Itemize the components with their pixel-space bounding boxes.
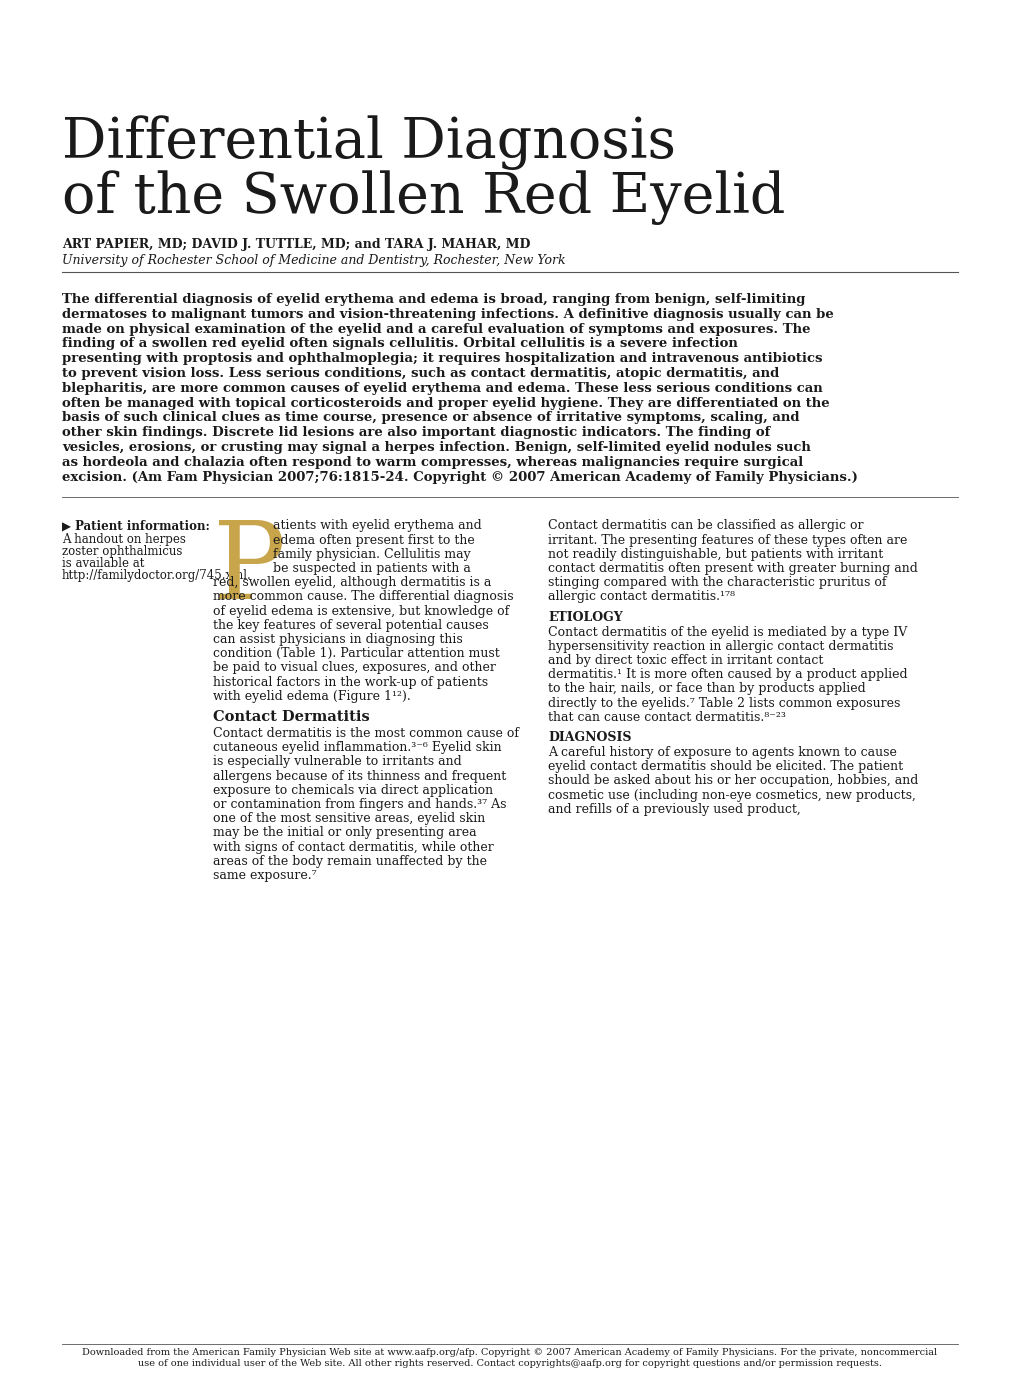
Text: one of the most sensitive areas, eyelid skin: one of the most sensitive areas, eyelid … <box>213 812 485 826</box>
Text: eyelid contact dermatitis should be elicited. The patient: eyelid contact dermatitis should be elic… <box>547 760 902 773</box>
Text: stinging compared with the characteristic pruritus of: stinging compared with the characteristi… <box>547 576 886 590</box>
Text: often be managed with topical corticosteroids and proper eyelid hygiene. They ar: often be managed with topical corticoste… <box>62 396 828 410</box>
Text: to prevent vision loss. Less serious conditions, such as contact dermatitis, ato: to prevent vision loss. Less serious con… <box>62 367 779 380</box>
Text: allergic contact dermatitis.¹⁷⁸: allergic contact dermatitis.¹⁷⁸ <box>547 591 735 603</box>
Text: cutaneous eyelid inflammation.³⁻⁶ Eyelid skin: cutaneous eyelid inflammation.³⁻⁶ Eyelid… <box>213 742 501 754</box>
Text: hypersensitivity reaction in allergic contact dermatitis: hypersensitivity reaction in allergic co… <box>547 639 893 653</box>
Text: of the Swollen Red Eyelid: of the Swollen Red Eyelid <box>62 170 785 225</box>
Text: can assist physicians in diagnosing this: can assist physicians in diagnosing this <box>213 632 463 646</box>
Text: atients with eyelid erythema and: atients with eyelid erythema and <box>273 519 481 533</box>
Text: directly to the eyelids.⁷ Table 2 lists common exposures: directly to the eyelids.⁷ Table 2 lists … <box>547 696 900 710</box>
Text: presenting with proptosis and ophthalmoplegia; it requires hospitalization and i: presenting with proptosis and ophthalmop… <box>62 352 821 365</box>
Text: same exposure.⁷: same exposure.⁷ <box>213 869 316 882</box>
Text: blepharitis, are more common causes of eyelid erythema and edema. These less ser: blepharitis, are more common causes of e… <box>62 381 822 395</box>
Text: excision. (Am Fam Physician 2007;76:1815-24. Copyright © 2007 American Academy o: excision. (Am Fam Physician 2007;76:1815… <box>62 471 857 483</box>
Text: the key features of several potential causes: the key features of several potential ca… <box>213 619 488 631</box>
Text: finding of a swollen red eyelid often signals cellulitis. Orbital cellulitis is : finding of a swollen red eyelid often si… <box>62 337 737 351</box>
Text: ART PAPIER, MD; DAVID J. TUTTLE, MD; and TARA J. MAHAR, MD: ART PAPIER, MD; DAVID J. TUTTLE, MD; and… <box>62 238 530 251</box>
Text: is especially vulnerable to irritants and: is especially vulnerable to irritants an… <box>213 755 462 768</box>
Text: as hordeola and chalazia often respond to warm compresses, whereas malignancies : as hordeola and chalazia often respond t… <box>62 456 803 468</box>
Text: P: P <box>213 516 285 621</box>
Text: with signs of contact dermatitis, while other: with signs of contact dermatitis, while … <box>213 841 493 853</box>
Text: that can cause contact dermatitis.⁸⁻²³: that can cause contact dermatitis.⁸⁻²³ <box>547 711 785 724</box>
Text: DIAGNOSIS: DIAGNOSIS <box>547 731 631 744</box>
Text: Contact dermatitis of the eyelid is mediated by a type IV: Contact dermatitis of the eyelid is medi… <box>547 626 906 638</box>
Text: and refills of a previously used product,: and refills of a previously used product… <box>547 802 800 816</box>
Text: ▶ Patient information:: ▶ Patient information: <box>62 519 210 533</box>
Text: family physician. Cellulitis may: family physician. Cellulitis may <box>273 548 471 561</box>
Text: Differential Diagnosis: Differential Diagnosis <box>62 115 676 170</box>
Text: be suspected in patients with a: be suspected in patients with a <box>273 562 471 574</box>
Text: A careful history of exposure to agents known to cause: A careful history of exposure to agents … <box>547 746 896 760</box>
Text: should be asked about his or her occupation, hobbies, and: should be asked about his or her occupat… <box>547 775 917 787</box>
Text: The differential diagnosis of eyelid erythema and edema is broad, ranging from b: The differential diagnosis of eyelid ery… <box>62 293 805 307</box>
Text: irritant. The presenting features of these types often are: irritant. The presenting features of the… <box>547 533 907 547</box>
Text: Contact Dermatitis: Contact Dermatitis <box>213 710 370 724</box>
Text: condition (Table 1). Particular attention must: condition (Table 1). Particular attentio… <box>213 648 499 660</box>
Text: to the hair, nails, or face than by products applied: to the hair, nails, or face than by prod… <box>547 682 865 696</box>
Text: edema often present first to the: edema often present first to the <box>273 533 474 547</box>
Text: other skin findings. Discrete lid lesions are also important diagnostic indicato: other skin findings. Discrete lid lesion… <box>62 427 769 439</box>
Text: contact dermatitis often present with greater burning and: contact dermatitis often present with gr… <box>547 562 917 574</box>
Text: may be the initial or only presenting area: may be the initial or only presenting ar… <box>213 826 476 840</box>
Text: or contamination from fingers and hands.³⁷ As: or contamination from fingers and hands.… <box>213 798 506 811</box>
Text: of eyelid edema is extensive, but knowledge of: of eyelid edema is extensive, but knowle… <box>213 605 508 617</box>
Text: Downloaded from the American Family Physician Web site at www.aafp.org/afp. Copy: Downloaded from the American Family Phys… <box>83 1348 936 1358</box>
Text: not readily distinguishable, but patients with irritant: not readily distinguishable, but patient… <box>547 548 882 561</box>
Text: areas of the body remain unaffected by the: areas of the body remain unaffected by t… <box>213 855 486 867</box>
Text: more common cause. The differential diagnosis: more common cause. The differential diag… <box>213 591 514 603</box>
Text: vesicles, erosions, or crusting may signal a herpes infection. Benign, self-limi: vesicles, erosions, or crusting may sign… <box>62 441 810 454</box>
Text: is available at: is available at <box>62 558 145 570</box>
Text: historical factors in the work-up of patients: historical factors in the work-up of pat… <box>213 675 488 689</box>
Text: ETIOLOGY: ETIOLOGY <box>547 610 623 624</box>
Text: http://familydoctor.org/745.xml.: http://familydoctor.org/745.xml. <box>62 569 252 583</box>
Text: basis of such clinical clues as time course, presence or absence of irritative s: basis of such clinical clues as time cou… <box>62 412 799 424</box>
Text: allergens because of its thinness and frequent: allergens because of its thinness and fr… <box>213 769 505 783</box>
Text: be paid to visual clues, exposures, and other: be paid to visual clues, exposures, and … <box>213 661 495 674</box>
Text: and by direct toxic effect in irritant contact: and by direct toxic effect in irritant c… <box>547 655 822 667</box>
Text: dermatitis.¹ It is more often caused by a product applied: dermatitis.¹ It is more often caused by … <box>547 668 907 681</box>
Text: University of Rochester School of Medicine and Dentistry, Rochester, New York: University of Rochester School of Medici… <box>62 254 566 267</box>
Text: Contact dermatitis can be classified as allergic or: Contact dermatitis can be classified as … <box>547 519 863 533</box>
Text: A handout on herpes: A handout on herpes <box>62 533 185 547</box>
Text: with eyelid edema (Figure 1¹²).: with eyelid edema (Figure 1¹²). <box>213 689 411 703</box>
Text: made on physical examination of the eyelid and a careful evaluation of symptoms : made on physical examination of the eyel… <box>62 323 810 336</box>
Text: exposure to chemicals via direct application: exposure to chemicals via direct applica… <box>213 784 492 797</box>
Text: cosmetic use (including non-eye cosmetics, new products,: cosmetic use (including non-eye cosmetic… <box>547 789 915 801</box>
Text: dermatoses to malignant tumors and vision-threatening infections. A definitive d: dermatoses to malignant tumors and visio… <box>62 308 833 320</box>
Text: use of one individual user of the Web site. All other rights reserved. Contact c: use of one individual user of the Web si… <box>138 1359 881 1369</box>
Text: zoster ophthalmicus: zoster ophthalmicus <box>62 545 182 558</box>
Text: red, swollen eyelid, although dermatitis is a: red, swollen eyelid, although dermatitis… <box>213 576 491 590</box>
Text: Contact dermatitis is the most common cause of: Contact dermatitis is the most common ca… <box>213 726 519 740</box>
